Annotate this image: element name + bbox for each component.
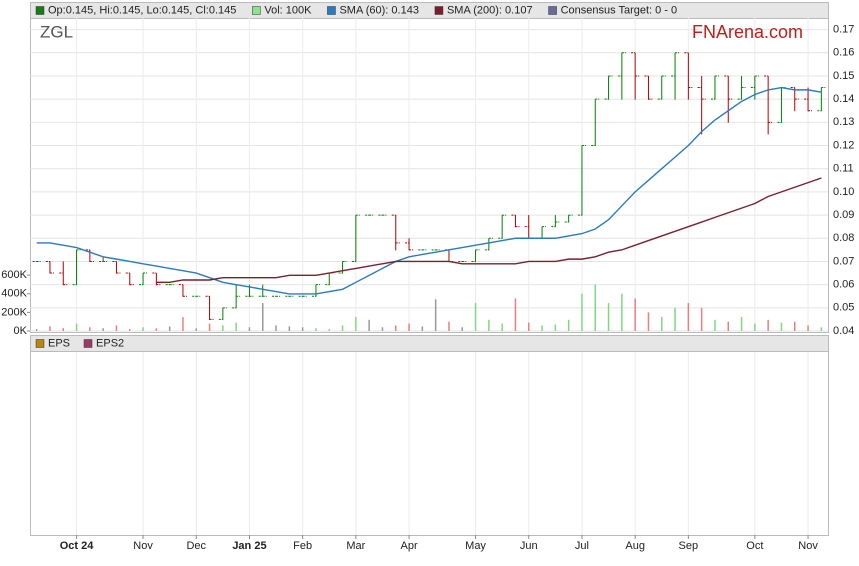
x-tick-label: Oct 24 (60, 540, 95, 552)
y2-tick-label: 200K (1, 306, 27, 318)
y-tick-label: 0.12 (833, 139, 854, 151)
x-tick-label: Apr (400, 540, 417, 552)
y-tick-label: 0.07 (833, 255, 854, 267)
legend: Op:0.145, Hi:0.145, Lo:0.145, Cl:0.145 Vo… (35, 4, 678, 349)
y-tick-label: 0.04 (833, 325, 854, 337)
y-tick-label: 0.15 (833, 70, 854, 82)
legend-swatch (548, 6, 557, 15)
legend-swatch (83, 339, 93, 348)
y-tick-label: 0.06 (833, 279, 854, 291)
legend-swatch (35, 339, 45, 348)
legend-label: EPS (48, 337, 70, 349)
marks (32, 52, 826, 331)
sma-line (36, 86, 822, 295)
y-tick-label: 0.13 (833, 116, 854, 128)
x-tick-label: Nov (798, 540, 818, 552)
y-tick-label: 0.09 (833, 209, 854, 221)
price-panel (30, 18, 829, 333)
grid: 0.04 0.05 0.06 0.07 0.08 0.09 0.10 0.11 0.12 0.13… (1, 18, 854, 552)
legend-label: Consensus Target: 0 - 0 (561, 4, 678, 16)
sma-line (156, 177, 822, 284)
y-tick-label: 0.05 (833, 302, 854, 314)
y-tick-label: 0.08 (833, 232, 854, 244)
x-tick-label: Nov (133, 540, 153, 552)
legend-swatch (434, 6, 444, 15)
legend-label: SMA (200): 0.107 (447, 4, 533, 16)
watermark: FNArena.com (692, 22, 803, 42)
legend-swatch (252, 6, 261, 15)
y2-tick-label: 0K (14, 325, 28, 337)
lower-panel (30, 351, 829, 536)
lower-legend-bar (30, 335, 829, 352)
legend-swatch (327, 6, 336, 15)
y-tick-label: 0.11 (833, 163, 854, 175)
x-tick-label: Oct (746, 540, 763, 552)
x-tick-label: May (465, 540, 486, 552)
x-tick-label: Mar (346, 540, 365, 552)
legend-label: Op:0.145, Hi:0.145, Lo:0.145, Cl:0.145 (48, 4, 236, 16)
y-tick-label: 0.16 (833, 47, 854, 59)
x-tick-label: Sep (679, 540, 699, 552)
legend-label: SMA (60): 0.143 (339, 4, 419, 16)
y-tick-label: 0.10 (833, 186, 854, 198)
y-tick-label: 0.14 (833, 93, 854, 105)
x-tick-label: Feb (293, 540, 312, 552)
x-tick-label: Dec (186, 540, 206, 552)
y2-tick-label: 400K (1, 288, 27, 300)
legend-swatch (35, 6, 45, 15)
y2-tick-label: 600K (1, 269, 27, 281)
x-tick-label: Jun (520, 540, 538, 552)
legend-label: EPS2 (96, 337, 124, 349)
legend-label: Vol: 100K (264, 4, 312, 16)
y-tick-label: 0.17 (833, 23, 854, 35)
x-tick-label: Jul (575, 540, 589, 552)
x-tick-label: Jan 25 (232, 540, 266, 552)
symbol: ZGL (40, 22, 73, 41)
x-tick-label: Aug (625, 540, 645, 552)
